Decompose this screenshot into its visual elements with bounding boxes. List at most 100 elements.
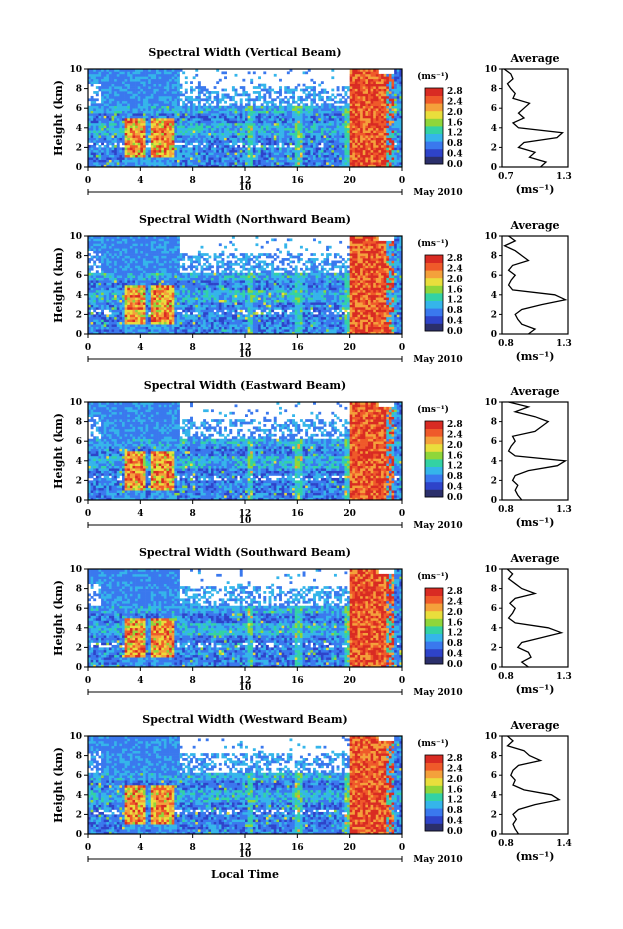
- average-y-tick: 6: [491, 604, 497, 614]
- colorbar-swatch: [425, 421, 443, 429]
- y-tick-label: 8: [76, 752, 82, 762]
- average-frame: [501, 401, 569, 501]
- colorbar-tick-label: 0.4: [447, 817, 463, 827]
- x-tick-label: 16: [291, 176, 304, 186]
- heatmap: [88, 569, 403, 668]
- colorbar-swatch: [425, 656, 443, 665]
- colorbar-swatch: [425, 481, 443, 490]
- x-tick-label: 0: [399, 343, 405, 353]
- colorbar-tick-label: 2.4: [447, 97, 463, 107]
- x-tick-label: 12: [239, 843, 252, 853]
- colorbar-swatch: [425, 133, 443, 142]
- colorbar-tick-label: 0.0: [447, 327, 463, 337]
- colorbar-unit: (ms⁻¹): [417, 571, 449, 582]
- colorbar-swatch: [425, 88, 443, 96]
- average-y-tick: 10: [484, 398, 497, 408]
- average-y-tick: 4: [491, 124, 497, 134]
- colorbar-tick-label: 0.8: [447, 306, 463, 316]
- y-tick-label: 6: [76, 604, 82, 614]
- average-unit: (ms⁻¹): [516, 516, 555, 529]
- colorbar-tick-label: 1.6: [447, 118, 463, 128]
- colorbar-tick-label: 2.4: [447, 264, 463, 274]
- colorbar-swatch: [425, 777, 443, 786]
- average-y-tick: 0: [491, 163, 497, 173]
- colorbar-swatch: [425, 489, 443, 498]
- average-frame: [501, 235, 569, 335]
- y-tick-label: 10: [69, 398, 82, 408]
- y-tick-label: 4: [76, 124, 82, 134]
- colorbar-tick-label: 1.6: [447, 285, 463, 295]
- colorbar-tick-label: 2.0: [447, 275, 463, 285]
- average-x-tick: 0.8: [498, 505, 514, 515]
- month-label: May 2010: [413, 188, 462, 198]
- y-tick-label: 8: [76, 418, 82, 428]
- average-panel: Average 0 2 4 6 8 10 0.8 1.4(ms⁻¹): [484, 719, 571, 863]
- average-y-tick: 4: [491, 291, 497, 301]
- average-x-tick: 1.4: [556, 839, 572, 849]
- colorbar-swatch: [425, 428, 443, 437]
- average-panel: Average 0 2 4 6 8 10 0.7 1.3(ms⁻¹): [484, 52, 571, 196]
- x-tick-label: 8: [190, 343, 196, 353]
- colorbar-swatch: [425, 610, 443, 619]
- average-x-tick: 0.8: [498, 839, 514, 849]
- day-label: 10: [239, 683, 252, 693]
- colorbar-swatch: [425, 141, 443, 150]
- y-tick-label: 4: [76, 291, 82, 301]
- y-tick-label: 2: [76, 310, 82, 320]
- colorbar-tick-label: 0.0: [447, 493, 463, 503]
- colorbar-swatch: [425, 626, 443, 634]
- colorbar-tick-label: 0.4: [447, 150, 463, 160]
- colorbar-swatch: [425, 641, 443, 650]
- average-x-tick: 1.3: [556, 339, 572, 349]
- y-tick-label: 6: [76, 271, 82, 281]
- colorbar-tick-label: 2.8: [447, 754, 463, 764]
- day-label: 10: [239, 516, 252, 526]
- colorbar-swatch: [425, 785, 443, 794]
- y-tick-label: 8: [76, 585, 82, 595]
- colorbar-swatch: [425, 293, 443, 301]
- colorbar-tick-label: 0.0: [447, 160, 463, 170]
- average-title: Average: [509, 219, 559, 232]
- average-y-tick: 10: [484, 732, 497, 742]
- day-label: 10: [239, 183, 252, 193]
- average-x-tick: 1.3: [556, 672, 572, 682]
- colorbar-swatch: [425, 270, 443, 279]
- colorbar-tick-label: 2.0: [447, 441, 463, 451]
- average-y-tick: 2: [491, 476, 497, 486]
- x-tick-label: 0: [399, 676, 405, 686]
- y-tick-label: 4: [76, 457, 82, 467]
- panel-title: Spectral Width (Vertical Beam): [148, 46, 341, 59]
- colorbar-tick-label: 2.8: [447, 420, 463, 430]
- colorbar: (ms⁻¹) 2.82.42.01.61.20.80.40.0: [417, 571, 463, 670]
- colorbar-tick-label: 0.8: [447, 806, 463, 816]
- colorbar-swatch: [425, 103, 443, 112]
- colorbar-swatch: [425, 808, 443, 817]
- x-tick-label: 20: [343, 676, 356, 686]
- colorbar-swatch: [425, 308, 443, 317]
- x-tick-label: 0: [85, 843, 91, 853]
- average-profile-line: [503, 235, 568, 335]
- x-tick-label: 20: [343, 843, 356, 853]
- average-y-tick: 0: [491, 830, 497, 840]
- heatmap: [88, 736, 403, 835]
- beam-panel-0: Spectral Width (Vertical Beam) Height (km…: [52, 46, 572, 198]
- x-tick-label: 8: [190, 509, 196, 519]
- y-tick-label: 4: [76, 624, 82, 634]
- average-y-tick: 4: [491, 791, 497, 801]
- average-y-tick: 6: [491, 271, 497, 281]
- average-profile-line: [506, 568, 564, 668]
- month-label: May 2010: [413, 355, 462, 365]
- colorbar-tick-label: 0.8: [447, 472, 463, 482]
- colorbar: (ms⁻¹) 2.82.42.01.61.20.80.40.0: [417, 71, 463, 170]
- x-tick-label: 16: [291, 676, 304, 686]
- colorbar-tick-label: 0.0: [447, 660, 463, 670]
- colorbar-swatch: [425, 285, 443, 294]
- colorbar-swatch: [425, 436, 443, 445]
- y-tick-label: 0: [76, 496, 82, 506]
- x-tick-label: 4: [137, 509, 143, 519]
- colorbar-tick-label: 2.8: [447, 587, 463, 597]
- y-tick-label: 0: [76, 663, 82, 673]
- colorbar-swatch: [425, 823, 443, 832]
- colorbar-swatch: [425, 277, 443, 286]
